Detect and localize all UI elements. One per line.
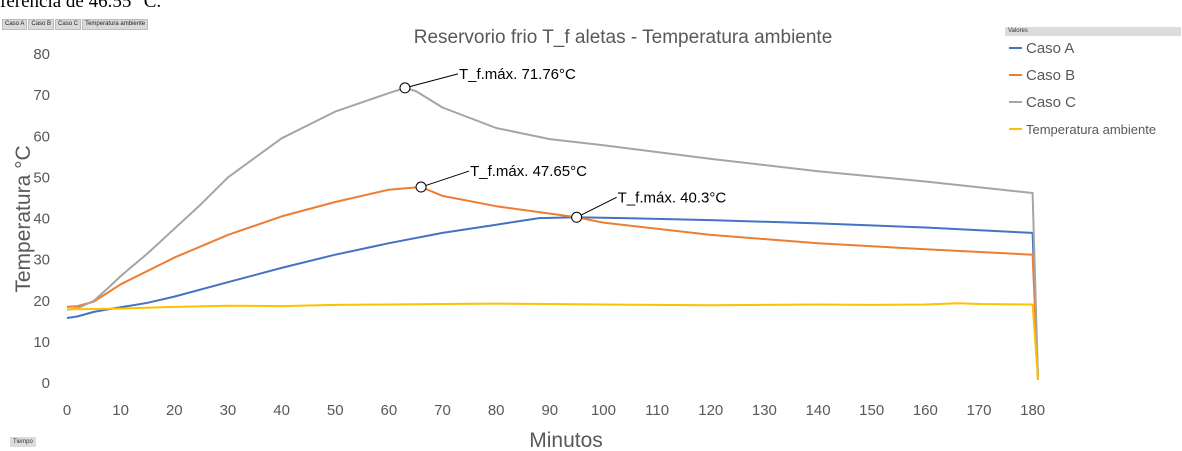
x-tick-label: 110 [645, 402, 669, 419]
legend-entry[interactable]: Caso B [1026, 67, 1075, 84]
tiempo-field-button[interactable]: Tiempo [10, 437, 36, 447]
x-tick-label: 120 [698, 402, 723, 419]
annotation-label: T_f.máx. 40.3°C [618, 189, 727, 206]
series-line-caso-b [66, 186, 1039, 380]
legend-entry[interactable]: Temperatura ambiente [1026, 122, 1156, 137]
values-header[interactable]: Valores [1005, 27, 1181, 36]
field-button-caso-b[interactable]: Caso B [28, 19, 55, 30]
legend-entry[interactable]: Caso C [1026, 94, 1076, 111]
x-tick-label: 170 [966, 402, 991, 419]
annotation-leader-line [404, 73, 459, 89]
x-tick-label: 140 [806, 402, 831, 419]
x-tick-label: 30 [220, 402, 237, 419]
y-tick-label: 80 [33, 46, 50, 63]
annotation-marker [399, 82, 411, 94]
annotation-label: T_f.máx. 71.76°C [459, 66, 576, 83]
annotation-leader-line [420, 170, 470, 188]
legend-entry[interactable]: Caso A [1026, 40, 1074, 57]
series-lines [66, 86, 1039, 380]
annotation-label: T_f.máx. 47.65°C [470, 163, 587, 180]
x-tick-label: 20 [166, 402, 183, 419]
annotations: T_f.máx. 71.76°C T_f.máx. 47.65°C T_f.máx.… [399, 66, 727, 223]
x-tick-label: 70 [434, 402, 451, 419]
field-button-temperatura-ambiente[interactable]: Temperatura ambiente [82, 19, 149, 30]
field-button-caso-a[interactable]: Caso A [2, 19, 28, 30]
x-axis-title: Minutos [529, 429, 603, 451]
y-tick-label: 10 [33, 334, 50, 351]
x-tick-label: 60 [381, 402, 398, 419]
x-tick-label: 50 [327, 402, 344, 419]
x-tick-label: 130 [752, 402, 777, 419]
field-button-caso-c[interactable]: Caso C [55, 19, 82, 30]
x-tick-label: 0 [63, 402, 71, 419]
y-axis-title: Temperatura °C [12, 145, 35, 292]
y-tick-labels: 0 10 20 30 40 50 60 70 80 [33, 46, 50, 392]
annotation-marker [415, 181, 427, 193]
x-tick-label: 150 [859, 402, 884, 419]
caption-fragment: ferencia de 46.55 °C. [0, 0, 162, 12]
y-tick-label: 50 [33, 169, 50, 186]
legend: Caso A Caso B Caso C Temperatura ambiente [1009, 40, 1156, 137]
x-tick-label: 160 [913, 402, 938, 419]
x-tick-label: 180 [1020, 402, 1045, 419]
series-line-caso-c [66, 86, 1039, 380]
x-tick-label: 40 [273, 402, 290, 419]
annotation-leader-line [576, 196, 617, 218]
x-tick-label: 90 [541, 402, 558, 419]
x-tick-labels: 0 10 20 30 40 50 60 70 80 90 100 110 120 130 140 150 160… [63, 402, 1045, 419]
chart-title: Reservorio frio T_f aletas - Temperatura… [414, 27, 833, 48]
y-tick-label: 20 [33, 293, 50, 310]
series-line-temperatura-ambiente [66, 302, 1039, 380]
y-tick-label: 70 [33, 87, 50, 104]
y-tick-label: 30 [33, 252, 50, 269]
pivot-field-bar: Caso A Caso B Caso C Temperatura ambient… [2, 19, 149, 30]
y-tick-label: 40 [33, 211, 50, 228]
annotation-marker [571, 211, 583, 223]
y-tick-label: 0 [42, 375, 50, 392]
x-tick-label: 80 [488, 402, 505, 419]
x-tick-label: 10 [112, 402, 129, 419]
y-tick-label: 60 [33, 128, 50, 145]
x-tick-label: 100 [591, 402, 616, 419]
